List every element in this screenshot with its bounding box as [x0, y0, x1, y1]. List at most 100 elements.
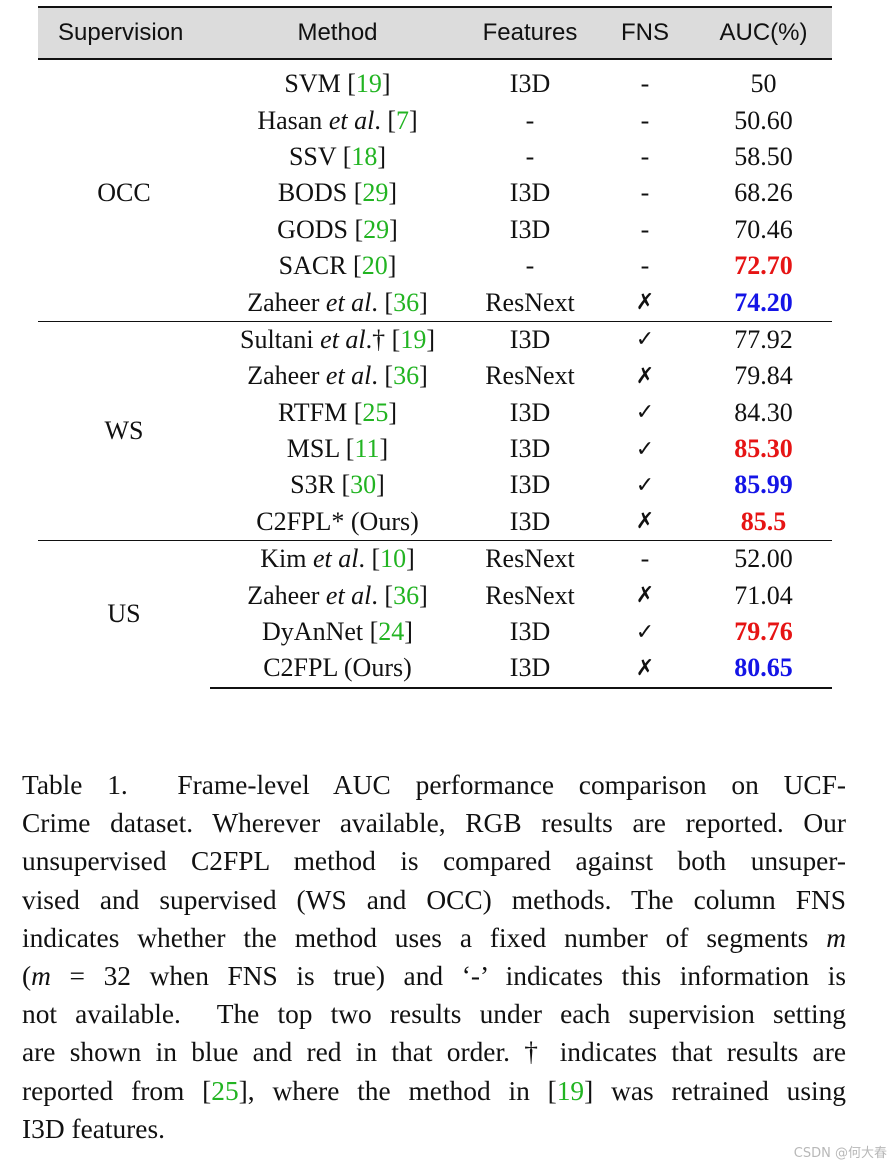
citation-link[interactable]: 19 [355, 69, 382, 99]
method-name: Kim [260, 544, 307, 574]
features-cell: I3D [509, 470, 551, 500]
check-icon: ✓ [635, 619, 655, 645]
citation-link[interactable]: 18 [351, 141, 378, 171]
auc-cell: 58.50 [734, 141, 793, 171]
method-name: MSL [286, 434, 340, 464]
caption-line: I3D features. [22, 1110, 846, 1148]
features-cell: ResNext [485, 580, 575, 610]
method-name: RTFM [277, 397, 348, 427]
check-icon: ✓ [595, 320, 695, 359]
features-cell: - [525, 251, 535, 281]
table-row: SSV [18] - - 58.50 [38, 139, 832, 175]
table-row: RTFM [25] I3D ✓ 84.30 [38, 395, 832, 431]
table-row: BODS [29] I3D - 68.26 [38, 175, 832, 211]
table-row: Zaheer et al. [36] ResNext ✗ 74.20 [38, 284, 832, 321]
watermark: CSDN @何大春 [793, 1146, 887, 1161]
fns-cell: - [640, 178, 650, 208]
method-cell: C2FPL (Ours) [210, 650, 465, 689]
citation-link[interactable]: 29 [363, 214, 390, 244]
table-row: US Kim et al. [10] ResNext -52.00 [38, 540, 832, 688]
citation-link[interactable]: 7 [395, 105, 409, 135]
fns-cell: - [640, 69, 650, 99]
citation-link[interactable]: 25 [211, 1075, 239, 1106]
cross-icon: ✗ [635, 583, 655, 609]
method-cell: S3R [30] [290, 470, 385, 500]
citation-link[interactable]: 24 [378, 617, 405, 647]
caption-line: Crime dataset. Wherever available, RGB r… [22, 804, 846, 842]
fns-cell: - [640, 214, 650, 244]
citation-link[interactable]: 30 [350, 470, 377, 500]
table-row: SACR [20] - - 72.70 [38, 248, 832, 284]
citation-link[interactable]: 36 [393, 580, 420, 610]
table-row: DyAnNet [24] I3D ✓ 79.76 [38, 614, 832, 650]
method-cell: BODS [29] [277, 178, 398, 208]
caption-line: reported from [25], where the method in … [22, 1072, 846, 1110]
citation-link[interactable]: 29 [362, 178, 389, 208]
et-al-text: et al [325, 580, 372, 610]
citation-link[interactable]: 36 [393, 287, 420, 317]
auc-cell: 50 [750, 69, 777, 99]
caption-text: indicates whether the method uses a fixe… [22, 922, 827, 953]
method-cell: Zaheer et al. [36] [247, 361, 428, 391]
auc-cell: 84.30 [734, 397, 793, 427]
method-suffix: . [371, 361, 378, 391]
supervision-group-label: OCC [97, 178, 151, 208]
citation-link[interactable]: 20 [361, 251, 388, 281]
fns-cell: - [640, 105, 650, 135]
caption-text: unsupervised C2FPL method is compared ag… [22, 846, 846, 877]
citation-link[interactable]: 19 [556, 1075, 585, 1106]
method-name: S3R [290, 470, 335, 500]
method-suffix: . [374, 105, 381, 135]
caption-line: (m = 32 when FNS is true) and ‘-’ indica… [22, 957, 846, 995]
features-cell: I3D [509, 178, 551, 208]
auc-cell: 85.5 [740, 506, 787, 536]
citation-link[interactable]: 19 [400, 324, 427, 354]
method-cell: DyAnNet [24] [262, 617, 413, 647]
citation-link[interactable]: 10 [380, 544, 407, 574]
method-name: SSV [288, 141, 337, 171]
method-name: C2FPL* (Ours) [256, 506, 419, 536]
citation-link[interactable]: 36 [393, 361, 420, 391]
auc-cell: 85.30 [734, 434, 793, 464]
features-cell: I3D [509, 397, 551, 427]
table-header-row: Supervision Method Features FNS AUC(%) [38, 7, 832, 59]
method-name: GODS [277, 214, 348, 244]
et-al-text: et al [312, 544, 359, 574]
table-row: S3R [30] I3D ✓ 85.99 [38, 467, 832, 503]
caption-text: I3D features. [22, 1113, 165, 1144]
method-cell: Kim et al. [10] [210, 540, 465, 578]
table-caption: Table 1. Frame-level AUC performance com… [22, 766, 846, 1148]
auc-cell: 79.76 [734, 617, 793, 647]
header-fns: FNS [595, 7, 695, 59]
table-row: GODS [29] I3D - 70.46 [38, 212, 832, 248]
caption-text: ], where the method in [ [238, 1075, 557, 1106]
caption-text: ( [22, 960, 32, 991]
features-cell: ResNext [465, 540, 595, 578]
table-row: OCC SVM [19] I3D - 50 [38, 66, 832, 207]
auc-cell: 70.46 [734, 214, 793, 244]
method-cell: SSV [18] [288, 141, 387, 171]
auc-cell: 52.00 [695, 540, 832, 578]
fns-cell: - [640, 141, 650, 171]
method-cell: SACR [20] [278, 251, 397, 281]
math-variable: m [826, 922, 846, 953]
citation-link[interactable]: 25 [362, 397, 389, 427]
auc-cell: 79.84 [734, 361, 793, 391]
table-row: MSL [11] I3D ✓ 85.30 [38, 431, 832, 467]
features-cell: - [525, 141, 535, 171]
caption-text: vised and supervised (WS and OCC) method… [22, 884, 846, 915]
method-cell: Sultani et al.† [19] [210, 320, 465, 359]
caption-text: are shown in blue and red in that order.… [22, 1037, 846, 1068]
caption-line: unsupervised C2FPL method is compared ag… [22, 842, 846, 880]
table-body: OCC SVM [19] I3D - 50 Hasan et al. [7] - - 50.60… [38, 66, 832, 689]
header-auc: AUC(%) [695, 7, 832, 59]
auc-comparison-table: Supervision Method Features FNS AUC(%) O… [38, 6, 832, 689]
caption-line: are shown in blue and red in that order.… [22, 1033, 846, 1071]
auc-cell: 50.60 [734, 105, 793, 135]
table-row: Zaheer et al. [36] ResNext ✗ 71.04 [38, 577, 832, 613]
citation-link[interactable]: 11 [354, 434, 380, 464]
cross-icon: ✗ [595, 650, 695, 689]
auc-cell: 77.92 [695, 320, 832, 359]
method-cell: Hasan et al. [7] [257, 105, 418, 135]
fns-cell: - [640, 251, 650, 281]
